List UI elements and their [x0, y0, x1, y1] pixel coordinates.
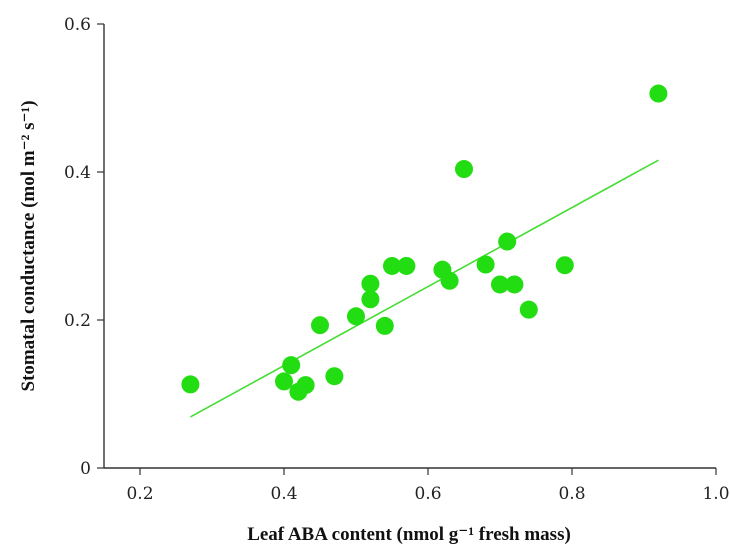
- y-tick-label: 0.2: [64, 311, 91, 331]
- data-point: [181, 375, 200, 394]
- data-point: [498, 232, 517, 251]
- data-point: [519, 300, 538, 319]
- trendline: [190, 159, 659, 418]
- x-tick-label: 0.6: [414, 484, 441, 504]
- data-point: [455, 160, 473, 179]
- data-point: [361, 274, 380, 293]
- x-tick-label: 0.2: [126, 484, 153, 504]
- data-point: [282, 356, 301, 375]
- x-tick-label: 0.8: [558, 484, 585, 504]
- x-axis-title: Leaf ABA content (nmol g⁻¹ fresh mass): [247, 524, 571, 545]
- data-point: [383, 256, 401, 275]
- data-point: [275, 372, 293, 391]
- y-tick-label: 0.4: [64, 163, 91, 183]
- data-point: [375, 316, 394, 335]
- data-point: [397, 256, 416, 275]
- data-point: [476, 255, 495, 274]
- data-point: [311, 316, 329, 335]
- axis-ticks: 0.2 0.4 0.6 0.8 1.0 0 0.2 0.4 0.6: [64, 15, 730, 504]
- y-tick-label: 0: [80, 459, 91, 479]
- x-tick-label: 0.4: [270, 484, 297, 504]
- data-point: [505, 275, 524, 294]
- data-point: [440, 271, 459, 290]
- axes: [103, 24, 716, 469]
- data-point: [325, 367, 344, 386]
- data-point: [649, 84, 668, 103]
- data-point: [296, 376, 315, 395]
- data-point: [361, 290, 380, 309]
- x-tick-label: 1.0: [702, 484, 729, 504]
- data-points: [181, 84, 668, 401]
- y-axis-title: Stomatal conductance (mol m⁻² s⁻¹): [18, 100, 39, 391]
- data-point: [347, 307, 365, 326]
- data-point: [491, 275, 509, 294]
- data-point: [555, 256, 574, 275]
- trendline-group: [190, 159, 659, 418]
- y-tick-label: 0.6: [64, 15, 91, 35]
